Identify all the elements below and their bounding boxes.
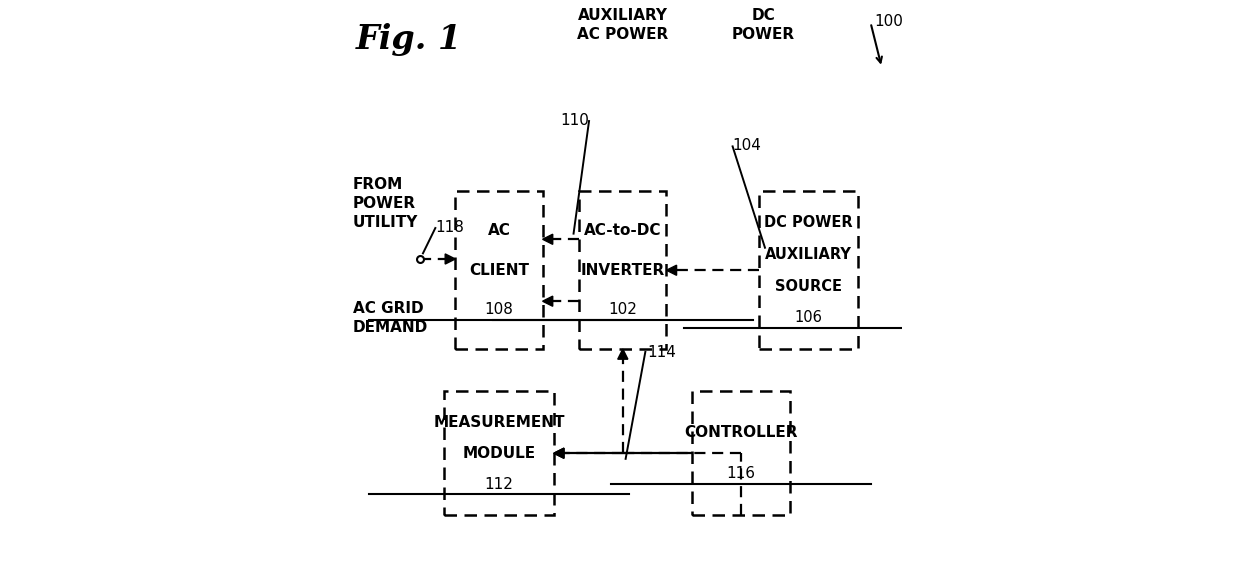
Text: 108: 108 xyxy=(485,302,513,317)
Bar xyxy=(455,191,543,349)
Text: 114: 114 xyxy=(647,345,676,360)
Text: DC POWER: DC POWER xyxy=(764,216,853,230)
Text: 102: 102 xyxy=(609,302,637,317)
Text: SOURCE: SOURCE xyxy=(775,279,842,293)
Text: CLIENT: CLIENT xyxy=(469,263,529,278)
Text: MEASUREMENT: MEASUREMENT xyxy=(433,415,564,430)
Text: 112: 112 xyxy=(485,477,513,491)
Polygon shape xyxy=(554,448,564,458)
Bar xyxy=(444,391,554,515)
Text: 116: 116 xyxy=(727,466,755,481)
Text: 100: 100 xyxy=(874,14,904,29)
Bar xyxy=(579,191,666,349)
Text: Fig. 1: Fig. 1 xyxy=(356,23,461,56)
Text: AC GRID
DEMAND: AC GRID DEMAND xyxy=(352,301,428,335)
Text: AC-to-DC: AC-to-DC xyxy=(584,224,662,238)
Text: FROM
POWER
UTILITY: FROM POWER UTILITY xyxy=(352,177,418,230)
Text: INVERTER: INVERTER xyxy=(580,263,665,278)
Polygon shape xyxy=(543,234,553,244)
Text: AUXILIARY: AUXILIARY xyxy=(765,247,852,262)
Text: 118: 118 xyxy=(435,220,464,235)
Text: 104: 104 xyxy=(733,138,761,153)
Bar xyxy=(759,191,858,349)
Text: AC: AC xyxy=(487,224,511,238)
Text: AUXILIARY
AC POWER: AUXILIARY AC POWER xyxy=(577,8,668,42)
Polygon shape xyxy=(543,296,553,306)
Polygon shape xyxy=(618,349,627,359)
Text: 106: 106 xyxy=(795,310,822,325)
Text: MODULE: MODULE xyxy=(463,446,536,461)
Polygon shape xyxy=(666,265,677,275)
Text: 110: 110 xyxy=(560,113,589,128)
Text: DC
POWER: DC POWER xyxy=(732,8,795,42)
Polygon shape xyxy=(554,448,564,458)
Text: CONTROLLER: CONTROLLER xyxy=(684,425,797,440)
Polygon shape xyxy=(445,254,455,264)
Bar xyxy=(692,391,790,515)
